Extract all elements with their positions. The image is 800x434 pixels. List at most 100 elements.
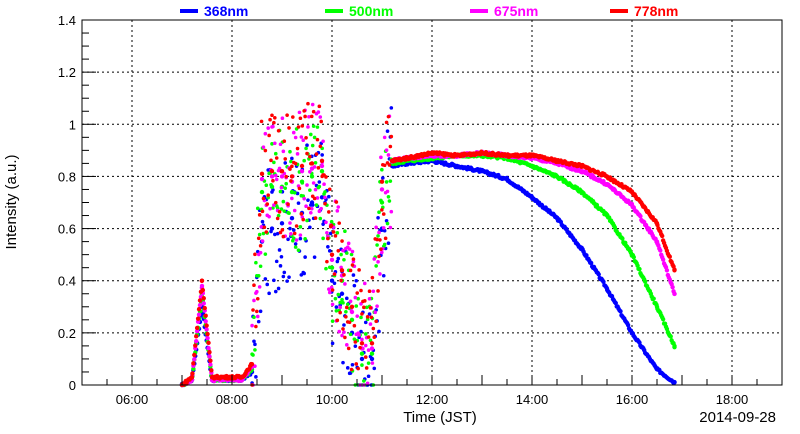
data-point <box>205 331 210 337</box>
data-point <box>196 312 202 317</box>
data-point <box>281 199 286 204</box>
data-point <box>364 366 369 370</box>
data-point <box>251 308 255 312</box>
data-point <box>314 203 319 207</box>
data-point <box>343 282 347 286</box>
data-point <box>253 252 257 257</box>
data-point <box>324 175 328 179</box>
data-point <box>349 367 354 372</box>
data-point <box>306 125 310 129</box>
data-point <box>278 230 283 235</box>
data-point <box>277 248 282 252</box>
data-point <box>256 236 261 241</box>
data-point <box>659 233 665 239</box>
data-point <box>341 301 345 305</box>
data-point <box>376 289 380 293</box>
data-point <box>194 338 199 344</box>
data-point <box>209 368 214 373</box>
data-point <box>631 254 636 260</box>
data-point <box>341 248 345 253</box>
data-point <box>279 174 285 179</box>
data-point <box>339 278 343 283</box>
data-point <box>285 279 289 283</box>
data-point <box>317 184 322 189</box>
x-tick-label: 16:00 <box>616 392 649 407</box>
data-point <box>190 371 195 376</box>
data-point <box>277 166 282 171</box>
data-point <box>303 237 307 241</box>
data-point <box>259 171 265 177</box>
data-point <box>251 353 255 357</box>
data-point <box>255 206 260 211</box>
data-point <box>340 297 344 302</box>
x-axis-title: Time (JST) <box>403 409 477 426</box>
data-point <box>313 216 318 220</box>
data-point <box>194 325 200 331</box>
data-point <box>351 273 356 277</box>
data-point <box>359 351 365 356</box>
data-point <box>342 257 346 262</box>
data-point <box>201 296 206 301</box>
data-point <box>346 241 351 246</box>
data-point <box>318 144 323 149</box>
data-point <box>349 317 355 323</box>
data-point <box>273 289 278 294</box>
data-point <box>330 302 335 307</box>
data-point <box>263 277 268 281</box>
data-point <box>278 142 283 147</box>
data-point <box>261 231 266 236</box>
data-point <box>299 163 305 169</box>
data-point <box>355 291 360 295</box>
data-point <box>253 364 257 368</box>
data-point <box>344 309 348 314</box>
data-point <box>257 232 262 237</box>
data-point <box>309 161 313 166</box>
data-point <box>320 153 324 157</box>
data-point <box>264 183 269 188</box>
data-point <box>366 348 371 352</box>
data-point <box>300 181 305 185</box>
data-point <box>189 375 194 381</box>
data-point <box>308 154 312 159</box>
data-point <box>312 165 317 169</box>
data-point <box>276 213 281 218</box>
y-axis-title: Intensity (a.u.) <box>3 154 20 249</box>
data-point <box>323 195 327 200</box>
data-point <box>384 148 389 152</box>
data-point <box>279 221 285 226</box>
data-point <box>248 361 254 367</box>
data-point <box>287 126 291 130</box>
data-point <box>348 268 353 273</box>
data-point <box>276 286 281 291</box>
data-point <box>294 224 299 228</box>
data-point <box>381 212 386 216</box>
data-point <box>373 310 378 315</box>
data-point <box>269 174 275 179</box>
data-point <box>335 259 340 264</box>
data-point <box>272 120 276 125</box>
data-point <box>330 288 335 292</box>
data-point <box>293 245 298 249</box>
data-point <box>309 132 313 137</box>
data-point <box>326 236 330 241</box>
data-point <box>672 267 677 272</box>
data-point <box>671 341 676 346</box>
data-point <box>274 259 279 264</box>
data-point <box>353 344 358 348</box>
data-point <box>312 255 317 259</box>
data-point <box>327 290 332 295</box>
data-point <box>298 233 303 237</box>
data-point <box>192 352 197 358</box>
data-point <box>288 226 292 231</box>
data-point <box>596 272 601 277</box>
data-point <box>194 329 200 334</box>
data-point <box>324 266 328 271</box>
data-point <box>348 332 353 337</box>
data-point <box>362 299 367 303</box>
data-point <box>260 239 265 243</box>
data-point <box>267 291 271 296</box>
data-point <box>259 189 265 195</box>
data-point <box>613 300 618 306</box>
data-point <box>303 255 307 259</box>
data-point <box>302 109 306 113</box>
